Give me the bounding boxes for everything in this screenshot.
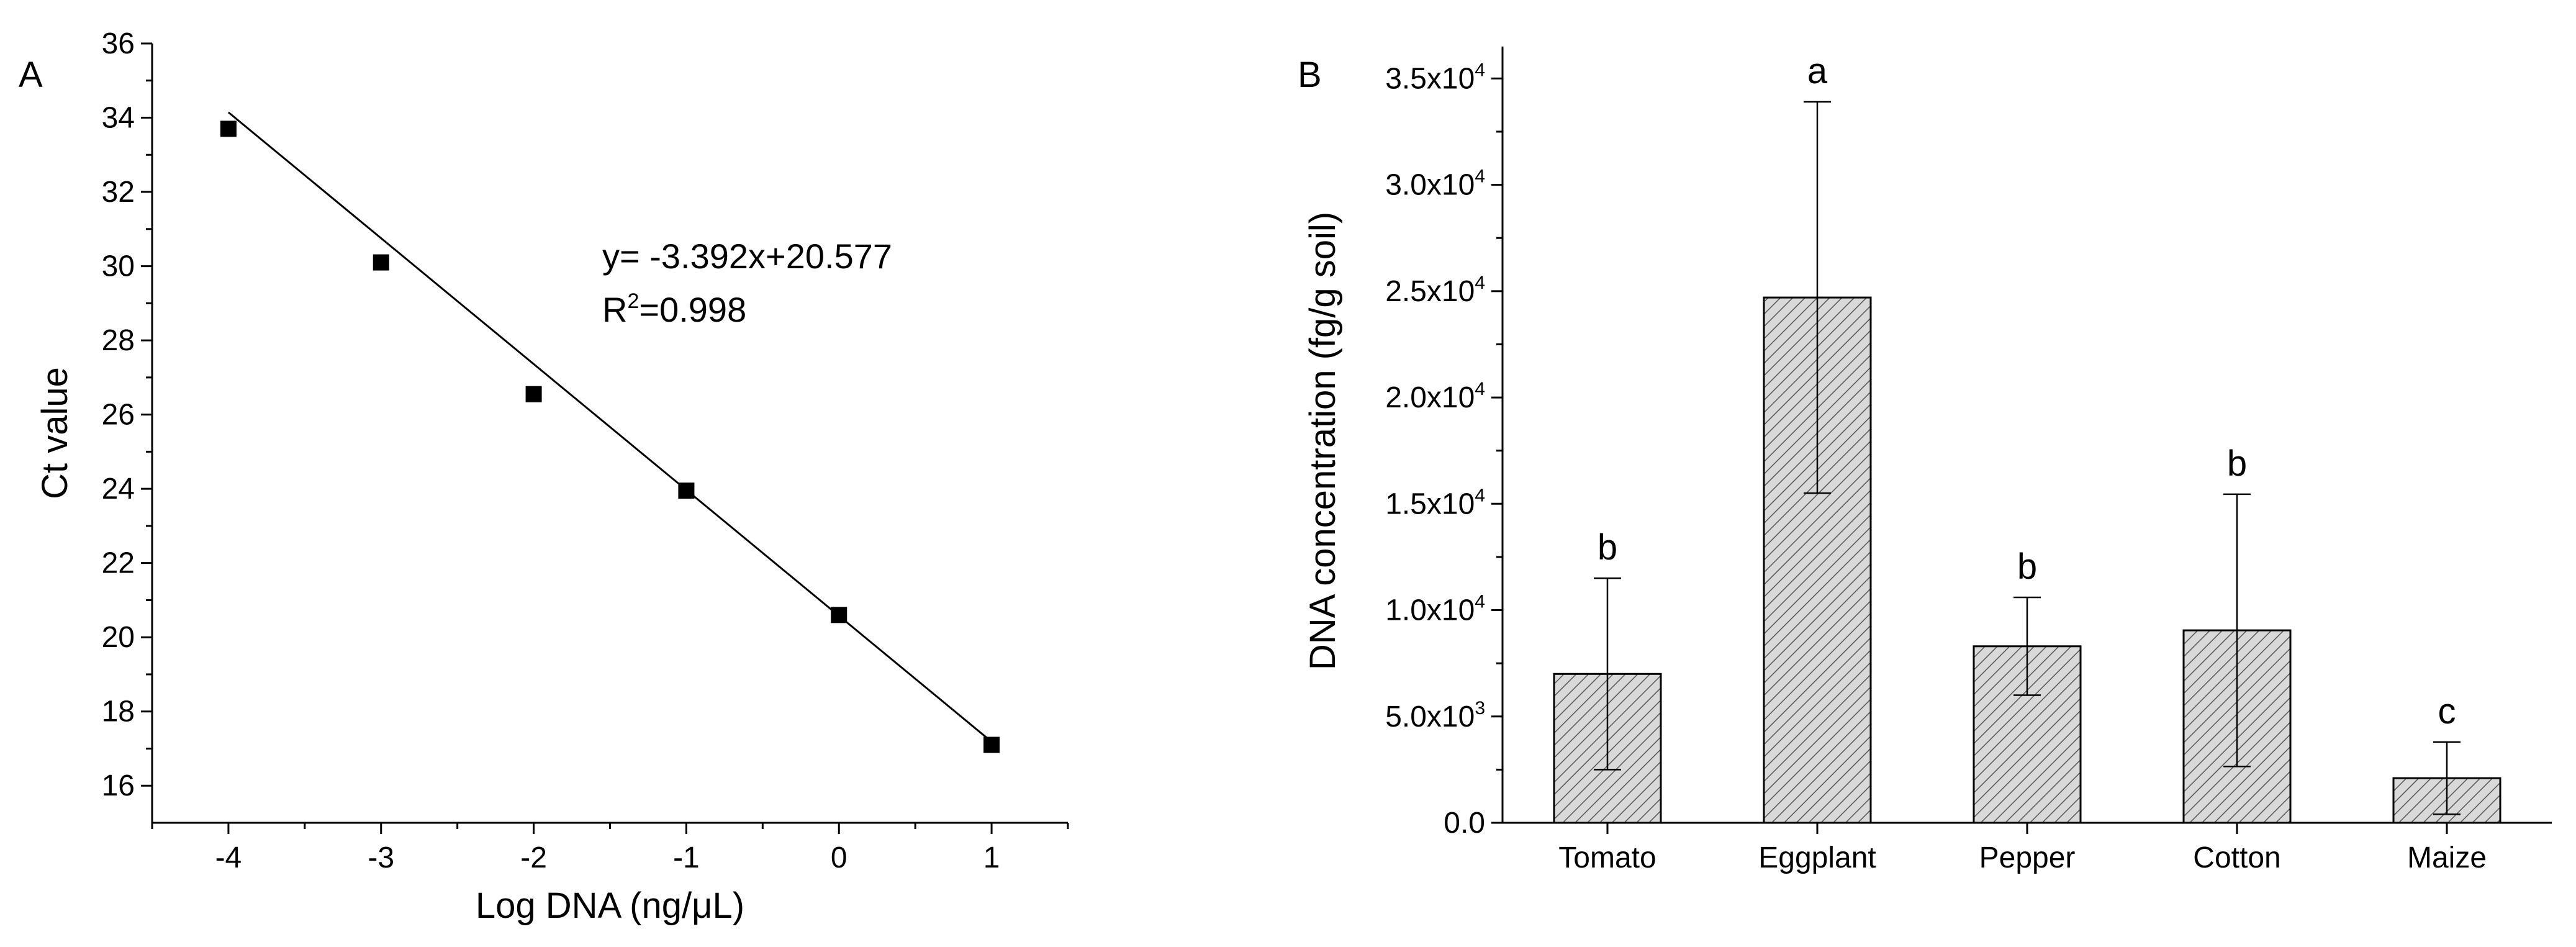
chart-b: B 0.0 5.0x103 1.0x104 1.5x104 2.0x104 2.5x104 3… bbox=[1298, 47, 2552, 874]
significance-label: b bbox=[1598, 527, 1617, 568]
y-tick-label-a: 28 bbox=[102, 324, 135, 357]
x-tick-label-a: 1 bbox=[983, 841, 1000, 874]
data-point bbox=[983, 736, 1000, 753]
x-axis-title-a: Log DNA (ng/μL) bbox=[476, 886, 744, 926]
panel-label-b: B bbox=[1298, 55, 1322, 95]
x-tick-label-a: -4 bbox=[215, 841, 242, 874]
y-tick-label-a: 16 bbox=[102, 769, 135, 802]
y-tick-label-b: 0.0 bbox=[1444, 807, 1485, 840]
category-label: Cotton bbox=[2193, 841, 2280, 874]
y-tick-label-a: 22 bbox=[102, 547, 135, 580]
chart-a: A 16 18 20 22 24 26 28 30 32 34 36 -4 -3 -2 -1 0 1 y= -3.3… bbox=[19, 27, 1069, 926]
y-tick-label-a: 30 bbox=[102, 250, 135, 283]
significance-label: c bbox=[2438, 691, 2456, 732]
data-point bbox=[373, 254, 389, 271]
category-label: Eggplant bbox=[1758, 841, 1876, 874]
data-point bbox=[220, 120, 237, 137]
y-axis-title-b: DNA concentration (fg/g soil) bbox=[1303, 212, 1343, 670]
y-tick-label-a: 32 bbox=[102, 176, 135, 209]
x-tick-label-a: -1 bbox=[673, 841, 700, 874]
y-tick-label-a: 20 bbox=[102, 621, 135, 654]
y-tick-label-b: 1.5x104 bbox=[1385, 485, 1485, 520]
y-tick-label-a: 24 bbox=[102, 473, 135, 505]
equation-label: y= -3.392x+20.577 bbox=[602, 237, 892, 276]
y-tick-label-b: 2.0x104 bbox=[1385, 379, 1485, 414]
panel-label-a: A bbox=[19, 55, 43, 95]
category-label: Tomato bbox=[1558, 841, 1656, 874]
category-label: Pepper bbox=[1979, 841, 2076, 874]
x-tick-label-a: -3 bbox=[368, 841, 394, 874]
y-axis-title-a: Ct value bbox=[35, 367, 75, 499]
x-tick-label-a: -2 bbox=[520, 841, 547, 874]
y-tick-label-b: 1.0x104 bbox=[1385, 592, 1485, 627]
data-point bbox=[678, 483, 695, 499]
significance-label: a bbox=[1807, 51, 1828, 91]
significance-label: b bbox=[2017, 546, 2037, 587]
y-tick-label-a: 36 bbox=[102, 27, 135, 60]
y-tick-label-b: 3.5x104 bbox=[1385, 60, 1485, 95]
y-tick-label-a: 18 bbox=[102, 696, 135, 728]
category-label: Maize bbox=[2407, 841, 2487, 874]
y-tick-label-a: 26 bbox=[102, 399, 135, 432]
significance-label: b bbox=[2227, 443, 2247, 484]
r-squared-label: R2=0.998 bbox=[602, 289, 746, 329]
data-point bbox=[831, 607, 847, 623]
x-tick-label-a: 0 bbox=[831, 841, 847, 874]
y-tick-label-b: 3.0x104 bbox=[1385, 166, 1485, 202]
y-tick-label-a: 34 bbox=[102, 102, 135, 135]
y-tick-label-b: 2.5x104 bbox=[1385, 273, 1485, 308]
fit-line bbox=[227, 111, 993, 743]
y-tick-label-b: 5.0x103 bbox=[1385, 698, 1485, 733]
data-point bbox=[525, 386, 542, 402]
